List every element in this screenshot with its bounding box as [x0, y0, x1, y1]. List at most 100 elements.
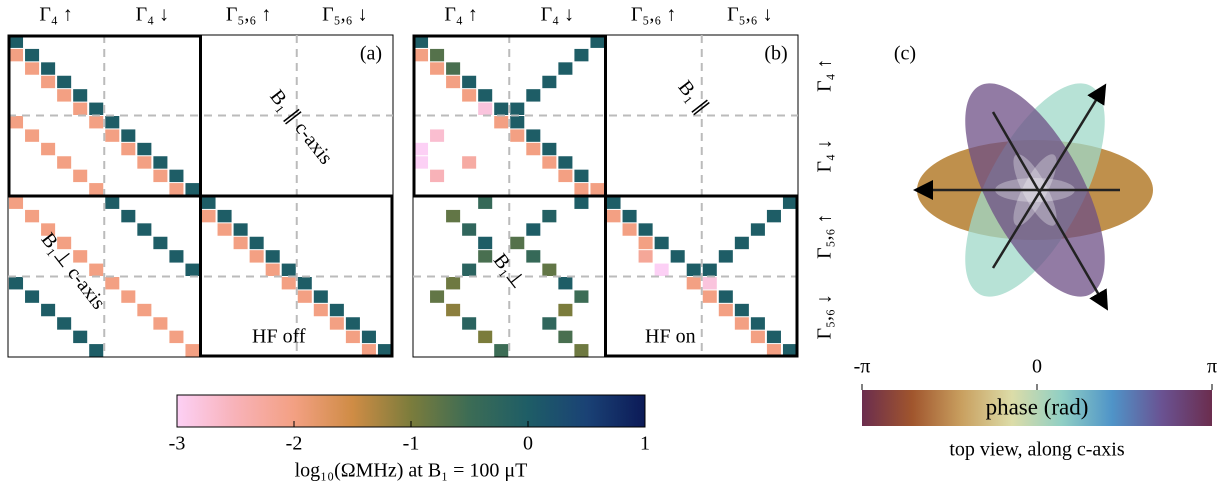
matrix-cell [105, 196, 120, 209]
matrix-cell [9, 116, 24, 129]
matrix-cell [121, 209, 136, 223]
block-frame [7, 34, 202, 198]
matrix-cell [766, 330, 781, 344]
block-frame [412, 34, 607, 198]
matrix-cell [89, 102, 104, 115]
matrix-cell [233, 236, 248, 250]
matrix-cell [57, 317, 72, 330]
polar-lobes [913, 83, 1153, 311]
column-label: Γ₄ ↓ [136, 4, 170, 26]
matrix-cell [734, 317, 749, 330]
matrix-cell [217, 223, 232, 236]
matrix-cell [73, 89, 88, 102]
row-label: Γ₄ ↑ [814, 58, 836, 92]
matrix-cell [542, 209, 557, 223]
matrix-cell [478, 330, 493, 344]
matrix-cell [558, 62, 573, 75]
matrix-cell [57, 156, 72, 169]
matrix-cell [574, 290, 589, 303]
matrix-cell [542, 142, 557, 156]
matrix-cell [41, 142, 56, 156]
matrix-cell [446, 209, 461, 223]
matrix-cell [526, 250, 541, 263]
matrix-cell [185, 344, 200, 357]
matrix-cell [137, 156, 152, 169]
matrix-cell [462, 223, 477, 236]
matrix-cell [25, 62, 40, 75]
matrix-cell [73, 169, 88, 183]
matrix-cell [718, 290, 733, 303]
colorbar-label: log₁₀(ΩMHz) at B₁ = 100 μT [295, 460, 528, 482]
matrix-cell [217, 209, 232, 223]
matrix-cell [782, 344, 797, 357]
matrix-cell [297, 277, 312, 290]
matrix-cell [41, 303, 56, 317]
matrix-cell [766, 209, 781, 223]
matrix-cell [718, 250, 733, 263]
matrix-cell [169, 183, 184, 196]
matrix-cell [153, 156, 168, 169]
matrix-cell [638, 223, 653, 236]
matrix-cell [153, 317, 168, 330]
phase-tick-label: 0 [1032, 356, 1042, 378]
matrix-cell [654, 236, 669, 250]
matrix-cell [105, 277, 120, 290]
column-label: Γ₅,₆ ↑ [631, 4, 677, 26]
matrix-cell [558, 330, 573, 344]
matrix-cell [446, 75, 461, 89]
matrix-cell [478, 196, 493, 209]
matrix-cell [233, 223, 248, 236]
panel-label: (c) [894, 43, 916, 65]
matrix-cell [542, 317, 557, 330]
matrix-cell [526, 89, 541, 102]
matrix-cell [766, 344, 781, 357]
matrix-cell [73, 330, 88, 344]
matrix-cell [478, 102, 493, 115]
matrix-cell [25, 48, 40, 62]
colorbar-tick-label: 1 [640, 433, 650, 455]
matrix-cell [462, 156, 477, 169]
matrix-cell [542, 75, 557, 89]
matrix-cell [606, 209, 621, 223]
colorbar-tick-label: -2 [286, 433, 303, 455]
matrix-cell [169, 330, 184, 344]
matrix-cell [57, 89, 72, 102]
column-label: Γ₄ ↓ [541, 4, 575, 26]
matrix-cell [734, 236, 749, 250]
column-label: Γ₄ ↑ [39, 4, 73, 26]
matrix-cell [121, 129, 136, 142]
matrix-cell [558, 169, 573, 183]
matrix-cell [329, 303, 344, 317]
matrix-cell [494, 102, 509, 115]
matrix-cell [137, 142, 152, 156]
matrix-cell [169, 250, 184, 263]
matrix-cell [750, 317, 765, 330]
matrix-cell [510, 236, 525, 250]
matrix-cell [313, 290, 328, 303]
matrix-cell [25, 129, 40, 142]
matrix-cell [281, 277, 296, 290]
matrix-cell [89, 344, 104, 357]
colorbar-tick-label: 0 [523, 433, 533, 455]
matrix-cell [542, 156, 557, 169]
annotation: HF off [252, 326, 306, 348]
matrix-cell [185, 183, 200, 196]
matrix-cell [622, 223, 637, 236]
matrix-cell [153, 236, 168, 250]
matrix-cell [345, 317, 360, 330]
row-label: Γ₅,₆ ↑ [814, 213, 836, 259]
matrix-cell [41, 62, 56, 75]
matrix-cell [430, 62, 445, 75]
matrix-cell [9, 48, 24, 62]
matrix-cell [526, 129, 541, 142]
matrix-cell [414, 35, 429, 48]
matrix-cell [57, 75, 72, 89]
matrix-cell [169, 169, 184, 183]
colorbar-tick-label: -3 [169, 433, 186, 455]
matrix-cell [73, 102, 88, 115]
matrix-cell [41, 223, 56, 236]
matrix-cell [494, 344, 509, 357]
matrix-cell [446, 303, 461, 317]
matrix-cell [57, 236, 72, 250]
matrix-cell [574, 183, 589, 196]
